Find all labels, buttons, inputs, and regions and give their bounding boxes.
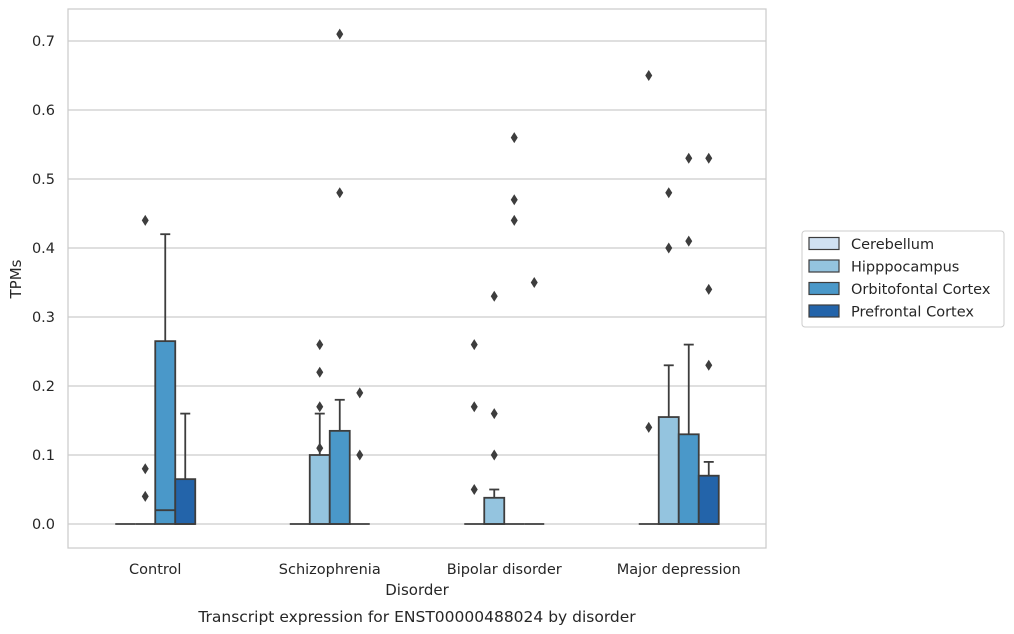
outlier-point xyxy=(705,359,713,371)
box-body xyxy=(697,474,720,525)
outlier-point xyxy=(685,152,693,164)
outlier-point xyxy=(316,366,324,378)
outlier-point xyxy=(336,187,344,199)
outlier-point xyxy=(316,339,324,351)
box-orbitofontal-cortex xyxy=(154,233,177,525)
outlier-point xyxy=(645,70,653,81)
box-body xyxy=(657,416,680,525)
box-body xyxy=(483,496,506,525)
outlier-point xyxy=(141,463,149,475)
outlier-point xyxy=(705,152,713,164)
x-tick-label: Major depression xyxy=(617,562,741,578)
outlier-point xyxy=(356,449,364,461)
outlier-point xyxy=(490,290,498,302)
legend-swatch xyxy=(808,236,840,251)
outlier-point xyxy=(470,484,478,495)
box-prefrontal-cortex xyxy=(174,412,197,525)
legend-swatch xyxy=(808,259,840,273)
outlier-point xyxy=(316,442,324,454)
outlier-point xyxy=(510,132,518,144)
box-prefrontal-cortex xyxy=(524,277,545,525)
boxes xyxy=(115,28,720,525)
legend-swatch xyxy=(808,281,840,296)
chart-caption: Transcript expression for ENST0000048802… xyxy=(197,608,636,626)
box-hipppocampus xyxy=(308,339,331,525)
legend-label: Cerebellum xyxy=(851,237,934,253)
box-orbitofontal-cortex xyxy=(504,132,525,525)
box-hipppocampus xyxy=(483,290,506,525)
y-tick-label: 0.1 xyxy=(32,448,55,464)
y-axis-label: TPMs xyxy=(7,259,25,299)
box-body xyxy=(154,340,177,525)
y-tick-label: 0.2 xyxy=(32,379,55,395)
y-tick-label: 0.7 xyxy=(32,34,55,50)
box-body xyxy=(677,433,700,525)
outlier-point xyxy=(685,235,693,247)
outlier-point xyxy=(141,490,149,502)
outlier-point xyxy=(645,421,653,433)
outlier-point xyxy=(510,194,518,206)
outlier-point xyxy=(530,277,538,288)
box-body xyxy=(308,454,331,525)
plot-area-border xyxy=(67,8,767,549)
outlier-point xyxy=(490,449,498,461)
box-hipppocampus xyxy=(135,214,156,525)
outlier-point xyxy=(316,401,324,413)
box-body xyxy=(174,478,197,525)
outlier-point xyxy=(510,214,518,226)
outlier-point xyxy=(356,387,364,399)
box-cerebellum xyxy=(638,70,659,525)
legend: Cerebellum Hipppocampus Orbitofontal Corte… xyxy=(801,230,1005,328)
grid-lines xyxy=(68,40,766,525)
box-hipppocampus xyxy=(657,187,680,525)
outlier-point xyxy=(665,242,673,254)
outlier-point xyxy=(665,187,673,199)
x-tick-labels: Control Schizophrenia Bipolar disorder Majo… xyxy=(129,562,741,578)
x-tick-label: Bipolar disorder xyxy=(447,562,562,578)
y-tick-label: 0.4 xyxy=(32,241,55,257)
y-tick-label: 0.6 xyxy=(32,103,55,119)
x-axis-label: Disorder xyxy=(385,581,449,599)
box-prefrontal-cortex xyxy=(349,387,370,525)
outlier-point xyxy=(470,401,478,413)
box-cerebellum xyxy=(464,339,485,525)
outlier-point xyxy=(470,339,478,351)
x-tick-label: Schizophrenia xyxy=(279,562,381,578)
y-tick-label: 0.5 xyxy=(32,172,55,188)
outlier-point xyxy=(336,28,344,40)
y-tick-label: 0.0 xyxy=(32,517,55,533)
box-prefrontal-cortex xyxy=(697,152,720,525)
outlier-point xyxy=(490,408,498,420)
y-tick-labels: 0.0 0.1 0.2 0.3 0.4 0.5 0.6 0.7 xyxy=(32,34,55,533)
legend-frame xyxy=(801,230,1005,328)
y-tick-label: 0.3 xyxy=(32,310,55,326)
box-orbitofontal-cortex xyxy=(677,152,700,525)
legend-label: Orbitofontal Cortex xyxy=(851,282,991,298)
legend-swatch xyxy=(808,304,840,318)
outlier-point xyxy=(705,283,713,295)
legend-label: Prefrontal Cortex xyxy=(851,305,974,321)
box-orbitofontal-cortex xyxy=(328,28,351,525)
box-body xyxy=(328,429,351,525)
x-tick-label: Control xyxy=(129,562,181,578)
outlier-point xyxy=(141,214,149,226)
legend-label: Hipppocampus xyxy=(851,260,959,276)
